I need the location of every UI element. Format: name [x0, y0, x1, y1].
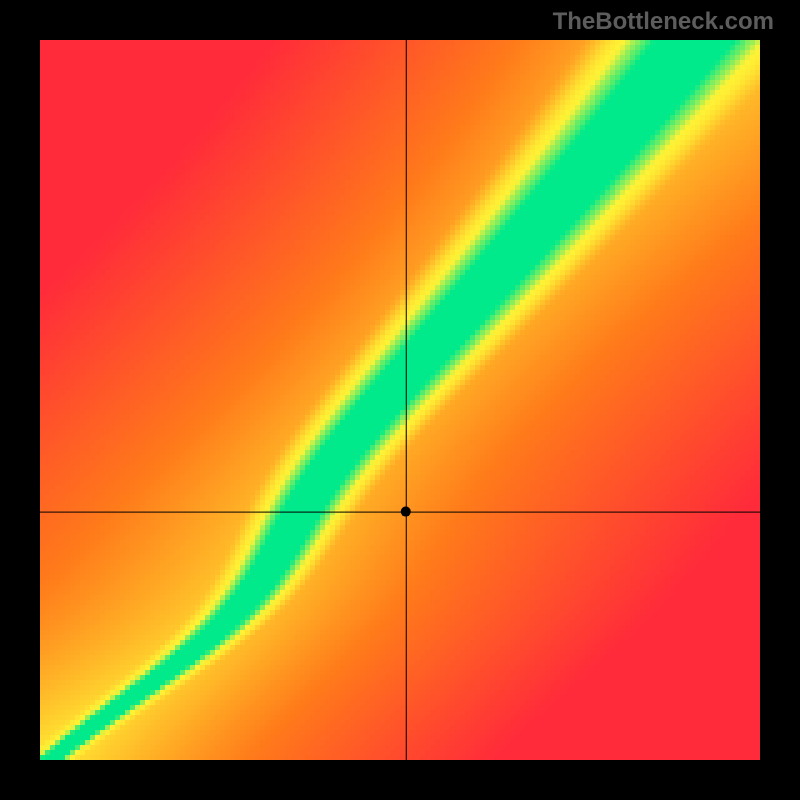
crosshair-overlay — [40, 40, 760, 760]
chart-container: { "attribution": { "text": "TheBottlenec… — [0, 0, 800, 800]
attribution-text: TheBottleneck.com — [553, 8, 774, 36]
